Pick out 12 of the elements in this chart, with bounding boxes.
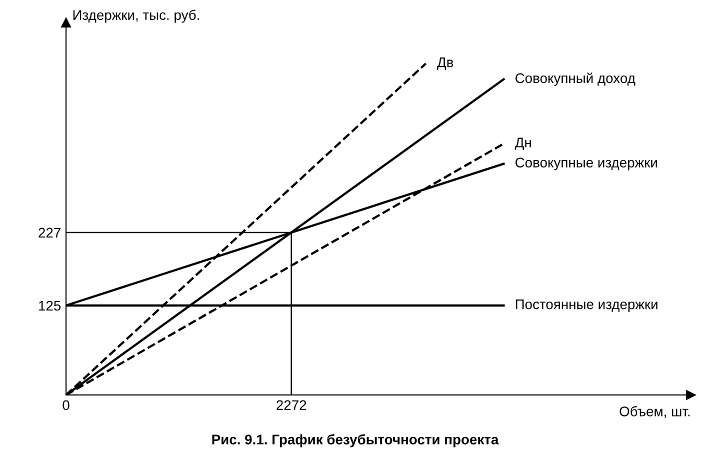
x-tick-label: 2272 <box>276 400 306 410</box>
series-label: Дв <box>437 58 454 70</box>
y-axis-title: Издержки, тыс. руб. <box>73 10 199 23</box>
text: Рис. 9.1. График безубыточности проекта <box>212 434 499 448</box>
x-axis-title: Объем, шт. <box>620 406 690 418</box>
series-label: Постоянные издержки <box>516 300 658 312</box>
y-tick-label: 227 <box>38 228 60 238</box>
series-label: Совокупные издержки <box>516 158 657 170</box>
series-label: Дн <box>514 138 531 150</box>
series-label: Совокупный доход <box>516 72 636 86</box>
x-tick-label: 0 <box>62 400 70 410</box>
y-tick-label: 125 <box>39 300 61 311</box>
